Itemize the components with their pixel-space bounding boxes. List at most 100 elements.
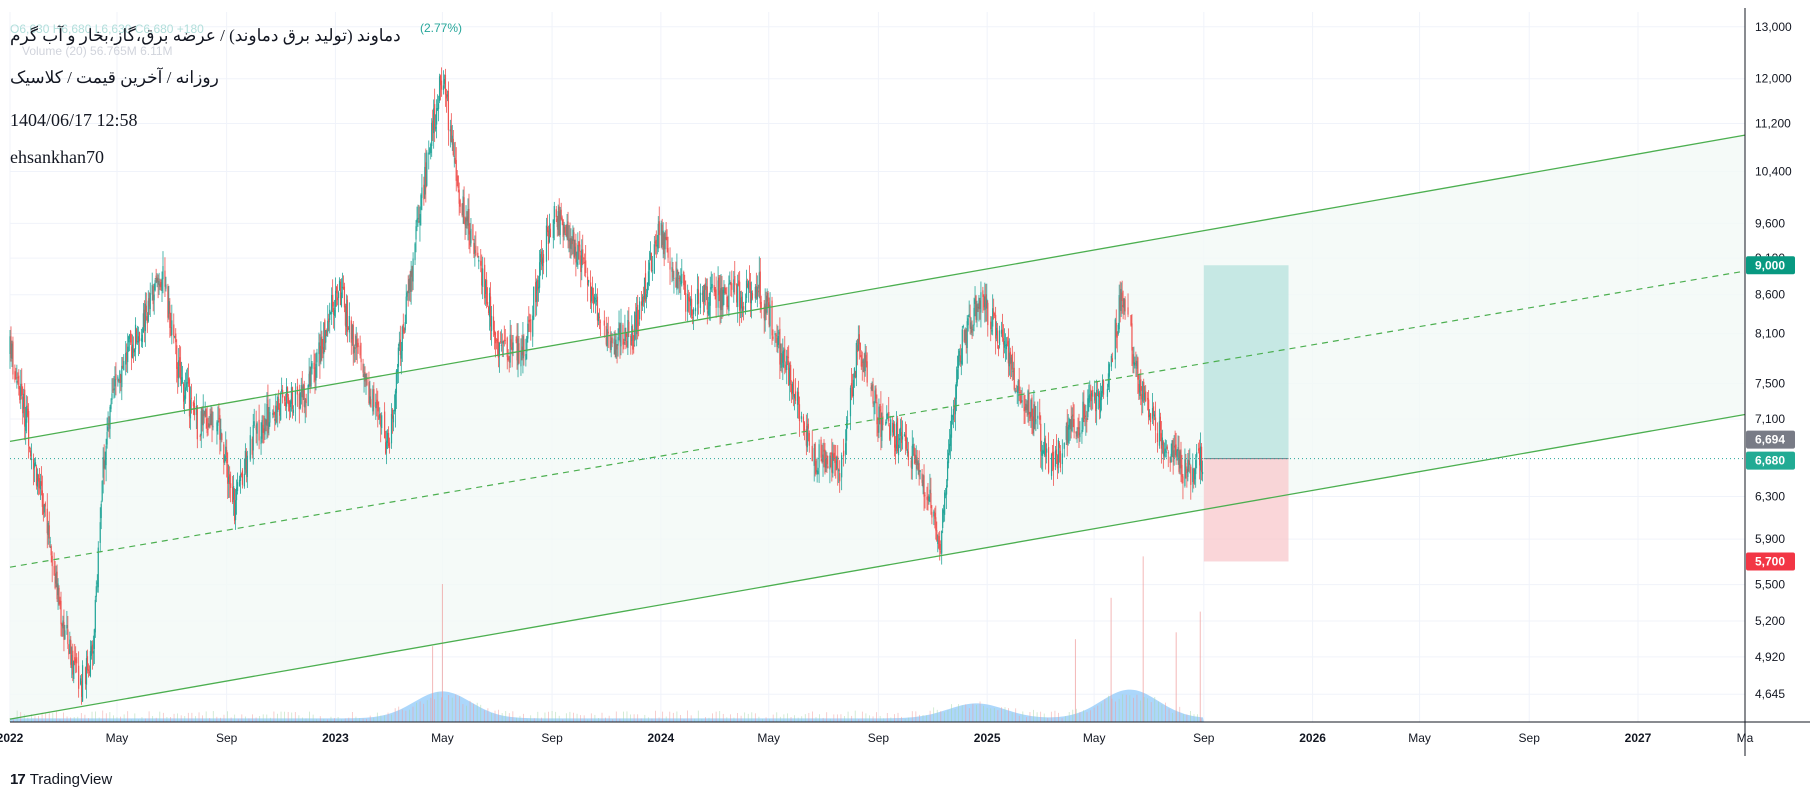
candle-body xyxy=(20,383,22,396)
long-position-tool[interactable] xyxy=(1203,265,1289,562)
candle-body xyxy=(542,254,545,263)
candle-body xyxy=(329,309,331,320)
y-tick-label: 7,100 xyxy=(1755,412,1785,426)
candle-body xyxy=(465,217,467,229)
candle-body xyxy=(769,304,771,327)
candle-body xyxy=(394,390,397,412)
candle-body xyxy=(18,375,20,390)
candle-body xyxy=(638,322,640,324)
candle-body xyxy=(345,303,347,327)
candle-body xyxy=(545,225,548,262)
candle-body xyxy=(945,485,948,495)
candle-body xyxy=(1007,340,1009,364)
candle-body xyxy=(78,665,80,689)
snapshot-datetime: 1404/06/17 12:58 xyxy=(10,110,138,130)
candle-body xyxy=(1095,393,1097,412)
candle-body xyxy=(351,325,353,340)
candle-body xyxy=(539,254,542,263)
candle-body xyxy=(44,503,46,507)
candle-body xyxy=(243,473,245,487)
candle-body xyxy=(673,277,675,279)
candle-body xyxy=(857,338,859,351)
tradingview-brand[interactable]: 17 TradingView xyxy=(10,771,112,788)
candle-body xyxy=(279,408,281,416)
candle-body xyxy=(649,252,652,260)
candle-body xyxy=(226,450,228,464)
candle-body xyxy=(592,295,595,305)
candle-body xyxy=(140,338,143,342)
candle-body xyxy=(948,443,951,453)
candle-body xyxy=(1123,298,1125,308)
candle-body xyxy=(968,313,970,317)
candle-body xyxy=(837,456,839,470)
candle-body xyxy=(33,463,36,468)
candle-body xyxy=(1186,468,1188,474)
candle-body xyxy=(640,301,643,306)
candle-body xyxy=(29,450,32,457)
candle-body xyxy=(663,234,665,255)
candle-body xyxy=(1068,424,1070,430)
channel-lower-line xyxy=(9,413,1746,720)
x-tick-label: 2024 xyxy=(647,731,674,745)
candle-body xyxy=(591,287,594,296)
candle-body xyxy=(895,422,898,449)
candle-body xyxy=(822,454,824,463)
candle-body xyxy=(284,397,286,401)
candle-body xyxy=(17,376,19,379)
candle-body xyxy=(203,413,205,417)
candle-body xyxy=(480,260,482,266)
candle-body xyxy=(272,412,274,415)
candle-body xyxy=(1023,395,1025,412)
candle-body xyxy=(843,450,845,457)
candle-body xyxy=(168,301,170,314)
candle-body xyxy=(664,232,666,250)
candle-body xyxy=(631,325,633,341)
candle-body xyxy=(813,448,815,466)
parallel-channel[interactable] xyxy=(9,134,1746,720)
candle-body xyxy=(648,262,651,270)
candle-body xyxy=(656,244,658,247)
candle-body xyxy=(855,342,857,378)
candle-body xyxy=(445,94,448,99)
candle-body xyxy=(90,646,93,656)
candle-body xyxy=(918,463,920,477)
candle-body xyxy=(468,208,470,235)
candle-body xyxy=(260,436,262,445)
candle-body xyxy=(1188,460,1190,465)
candle-body xyxy=(1162,441,1164,455)
candle-body xyxy=(704,283,706,290)
candle-body xyxy=(553,206,555,224)
candle-body xyxy=(88,671,91,673)
candle-body xyxy=(796,391,799,405)
candle-body xyxy=(305,398,307,404)
current-price-badge-label: 6,680 xyxy=(1755,454,1785,468)
candle-body xyxy=(1117,324,1119,335)
candle-body xyxy=(474,249,476,253)
candle-body xyxy=(240,473,243,475)
candle-body xyxy=(380,416,382,427)
candle-body xyxy=(182,383,185,402)
candle-body xyxy=(366,377,368,386)
candle-body xyxy=(830,452,832,455)
candle-body xyxy=(1051,451,1054,456)
candle-body xyxy=(639,301,641,320)
candlesticks xyxy=(9,67,1204,705)
candle-body xyxy=(1110,355,1112,367)
candle-body xyxy=(1009,351,1011,365)
candle-body xyxy=(92,651,94,654)
candle-body xyxy=(268,422,270,430)
candle-body xyxy=(623,342,625,344)
candle-body xyxy=(486,279,488,304)
candle-body xyxy=(122,366,124,368)
candle-body xyxy=(787,356,789,359)
candle-body xyxy=(133,349,136,353)
candle-body xyxy=(599,321,601,323)
candle-body xyxy=(103,459,105,469)
candle-body xyxy=(162,266,164,280)
candle-body xyxy=(86,656,89,671)
candle-body xyxy=(931,511,933,518)
candle-body xyxy=(1025,403,1027,411)
candle-body xyxy=(571,238,573,245)
candle-body xyxy=(942,509,944,529)
